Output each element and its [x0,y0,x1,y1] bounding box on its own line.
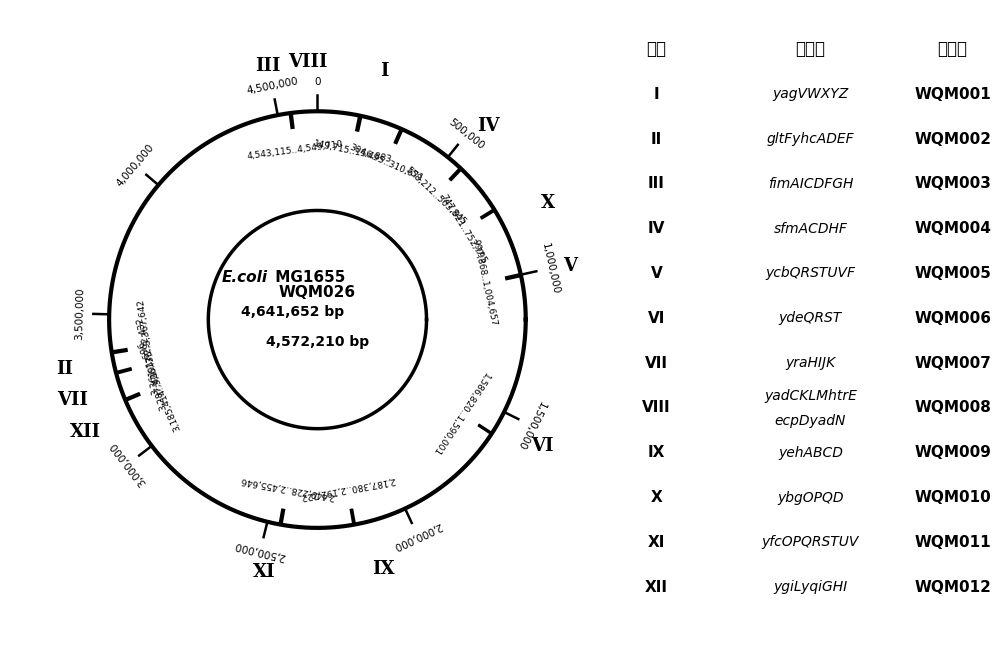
Text: IX: IX [372,560,395,578]
Text: ecpDyadN: ecpDyadN [775,414,846,428]
Text: WQM004: WQM004 [914,221,991,236]
Text: 3,185,414..3,191,696: 3,185,414..3,191,696 [137,339,182,432]
Text: 149,715..156,883: 149,715..156,883 [313,140,393,165]
Text: XI: XI [648,535,665,550]
Text: ygiLyqiGHI: ygiLyqiGHI [773,580,848,594]
Text: MG1655: MG1655 [270,270,346,285]
Text: 1,586,820..1,590,001: 1,586,820..1,590,001 [430,370,491,457]
Text: VII: VII [57,391,88,409]
Text: X: X [650,490,662,505]
Text: E.coli: E.coli [222,270,268,285]
Text: ydeQRST: ydeQRST [779,311,842,326]
Text: WQM026: WQM026 [279,285,356,300]
Text: VI: VI [531,438,553,455]
Text: II: II [56,360,73,378]
Text: sfmACDHF: sfmACDHF [773,221,847,236]
Text: WQM006: WQM006 [914,311,991,326]
Text: VIII: VIII [642,401,671,415]
Text: yraHIJK: yraHIJK [785,356,836,370]
Text: 4,572,210 bp: 4,572,210 bp [266,335,369,349]
Text: 4,000,000: 4,000,000 [115,142,156,189]
Text: V: V [563,257,577,275]
Text: WQM002: WQM002 [914,132,991,146]
Text: III: III [648,177,665,191]
Text: 3,500,000: 3,500,000 [74,287,85,340]
Text: 747,921..752,795: 747,921..752,795 [438,193,488,266]
Text: yehABCD: yehABCD [778,445,843,460]
Text: 4,641,652 bp: 4,641,652 bp [241,305,344,319]
Text: 2,187,380..2,192,222: 2,187,380..2,192,222 [299,475,396,501]
Text: WQM008: WQM008 [914,401,991,415]
Text: ybgOPQD: ybgOPQD [777,490,844,505]
Text: VI: VI [648,311,665,326]
Text: 3,287,426..3,292,432: 3,287,426..3,292,432 [135,316,169,411]
Text: 558,212..563,845: 558,212..563,845 [403,165,467,226]
Text: WQM012: WQM012 [914,580,991,594]
Text: yagVWXYZ: yagVWXYZ [772,87,849,101]
Text: WQM010: WQM010 [914,490,991,505]
Text: IV: IV [648,221,665,236]
Text: 序号: 序号 [646,40,666,59]
Text: WQM001: WQM001 [914,87,991,101]
Text: 突变株: 突变株 [938,40,968,59]
Text: WQM011: WQM011 [914,535,991,550]
Text: XII: XII [70,423,101,441]
Text: V: V [650,266,662,281]
Text: 1,000,000: 1,000,000 [539,242,560,295]
Text: 304,495..310,671: 304,495..310,671 [348,143,425,183]
Text: 2,000,000: 2,000,000 [392,520,443,551]
Text: 3,000,000: 3,000,000 [108,440,148,488]
Text: VIII: VIII [288,53,328,71]
Text: XII: XII [645,580,668,594]
Text: 操纵子: 操纵子 [795,40,825,59]
Text: WQM003: WQM003 [914,177,991,191]
Text: fimAICDFGH: fimAICDFGH [768,177,853,191]
Text: 3,361,176..3,367,642: 3,361,176..3,367,642 [136,298,161,395]
Text: 0: 0 [314,76,321,86]
Text: WQM007: WQM007 [914,356,991,370]
Text: VII: VII [645,356,668,370]
Text: 4,500,000: 4,500,000 [245,76,299,96]
Text: I: I [380,61,389,80]
Text: IX: IX [648,445,665,460]
Text: yfcOPQRSTUV: yfcOPQRSTUV [762,535,859,550]
Text: 1,500,000: 1,500,000 [515,399,547,451]
Text: 2,500,000: 2,500,000 [234,540,287,562]
Text: 500,000: 500,000 [447,117,486,151]
Text: 2,449,228..2,455,646: 2,449,228..2,455,646 [239,475,335,501]
Text: XI: XI [253,563,275,581]
Text: I: I [654,87,659,101]
Text: 4,543,115..4,549,710: 4,543,115..4,549,710 [247,139,344,161]
Text: yadCKLMhtrE: yadCKLMhtrE [764,389,857,403]
Text: gltFyhcADEF: gltFyhcADEF [767,132,854,146]
Text: WQM009: WQM009 [914,445,991,460]
Text: X: X [541,194,555,212]
Text: WQM005: WQM005 [914,266,991,281]
Text: ycbQRSTUVF: ycbQRSTUVF [765,266,855,281]
Text: III: III [256,57,281,75]
Text: IV: IV [477,117,500,135]
Text: II: II [651,132,662,146]
Text: 997,868..1,004,657: 997,868..1,004,657 [471,239,498,328]
